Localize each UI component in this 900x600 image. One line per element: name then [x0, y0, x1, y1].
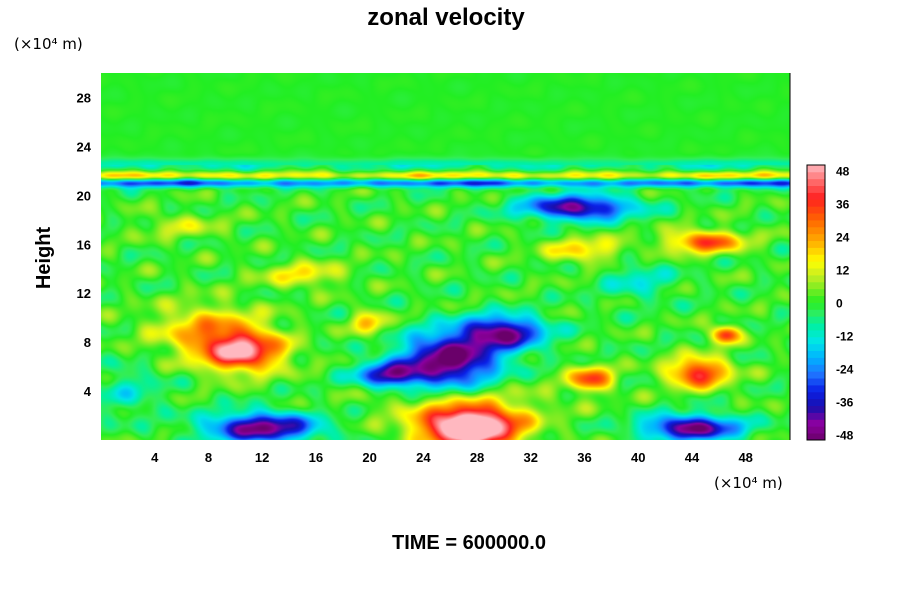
colorbar-segment	[807, 371, 825, 379]
colorbar-segment	[807, 316, 825, 324]
colorbar-tick-label: -24	[836, 363, 854, 377]
chart-title: zonal velocity	[367, 4, 525, 31]
colorbar-segment	[807, 233, 825, 242]
colorbar-tick-label: 12	[836, 264, 850, 278]
colorbar-segment	[807, 199, 825, 207]
colorbar-segment	[807, 220, 825, 228]
x-tick-label: 20	[362, 450, 376, 465]
colorbar-segment	[807, 336, 825, 345]
colorbar-segment	[807, 171, 825, 180]
colorbar-segment	[807, 261, 825, 269]
colorbar: 48 36 24 12 0 -12 -24 -36 -48	[806, 164, 854, 443]
colorbar-segment	[807, 275, 825, 283]
colorbar-segment	[807, 247, 825, 255]
colorbar-segment	[807, 178, 825, 187]
colorbar-segment	[807, 391, 825, 400]
y-axis-unit-label: (×10⁴ m)	[14, 35, 83, 53]
x-tick-label: 4	[151, 450, 159, 465]
colorbar-segment	[807, 433, 825, 441]
x-tick-label: 16	[309, 450, 323, 465]
x-axis-ticks: 4 8 12 16 20 24 28 32 36 40 44 48	[151, 450, 753, 465]
y-tick-label: 12	[77, 286, 91, 301]
y-axis-ticks: 4 8 12 16 20 24 28	[77, 90, 92, 399]
colorbar-frame	[806, 164, 826, 441]
colorbar-segment	[807, 412, 825, 420]
time-label: TIME = 600000.0	[392, 532, 546, 554]
colorbar-segment	[807, 254, 825, 262]
colorbar-segment	[807, 357, 825, 365]
colorbar-tick-label: -48	[836, 429, 854, 443]
colorbar-segment	[807, 330, 825, 338]
x-tick-label: 48	[738, 450, 752, 465]
plot-area	[101, 73, 791, 440]
colorbar-tick-label: 36	[836, 198, 850, 212]
colorbar-segment	[807, 240, 825, 248]
y-tick-label: 20	[77, 188, 91, 203]
colorbar-segment	[807, 302, 825, 310]
colorbar-segment	[807, 405, 825, 413]
colorbar-tick-label: -12	[836, 330, 854, 344]
colorbar-segment	[807, 213, 825, 221]
colorbar-segment	[807, 385, 825, 393]
colorbar-segment	[807, 295, 825, 303]
colorbar-segment	[807, 281, 825, 290]
colorbar-segment	[807, 343, 825, 352]
colorbar-segment	[807, 398, 825, 407]
colorbar-tick-label: -36	[836, 396, 854, 410]
x-axis-unit-label: (×10⁴ m)	[714, 474, 783, 492]
x-tick-label: 32	[524, 450, 538, 465]
y-tick-label: 28	[77, 90, 91, 105]
x-tick-label: 36	[577, 450, 591, 465]
y-tick-label: 4	[84, 384, 92, 399]
colorbar-tick-label: 48	[836, 165, 850, 179]
x-tick-label: 8	[205, 450, 212, 465]
x-tick-label: 12	[255, 450, 269, 465]
x-tick-label: 44	[685, 450, 700, 465]
colorbar-segment	[807, 419, 825, 427]
colorbar-segment	[807, 364, 825, 372]
colorbar-segment	[807, 309, 825, 317]
colorbar-segment	[807, 192, 825, 200]
colorbar-segment	[807, 185, 825, 193]
colorbar-segment	[807, 268, 825, 276]
colorbar-segment	[807, 378, 825, 386]
colorbar-segment	[807, 165, 825, 173]
colorbar-tick-label: 24	[836, 231, 850, 245]
colorbar-segment	[807, 226, 825, 235]
colorbar-segment	[807, 288, 825, 297]
colorbar-segment	[807, 323, 825, 331]
y-tick-label: 24	[77, 139, 92, 154]
y-axis-label: Height	[33, 227, 55, 290]
colorbar-segment	[807, 206, 825, 214]
x-tick-label: 40	[631, 450, 645, 465]
x-tick-label: 24	[416, 450, 431, 465]
y-tick-label: 16	[77, 237, 91, 252]
colorbar-segment	[807, 350, 825, 358]
heatmap-field	[101, 73, 790, 440]
x-tick-label: 28	[470, 450, 484, 465]
colorbar-segment	[807, 426, 825, 434]
colorbar-tick-label: 0	[836, 297, 843, 311]
y-tick-label: 8	[84, 335, 91, 350]
